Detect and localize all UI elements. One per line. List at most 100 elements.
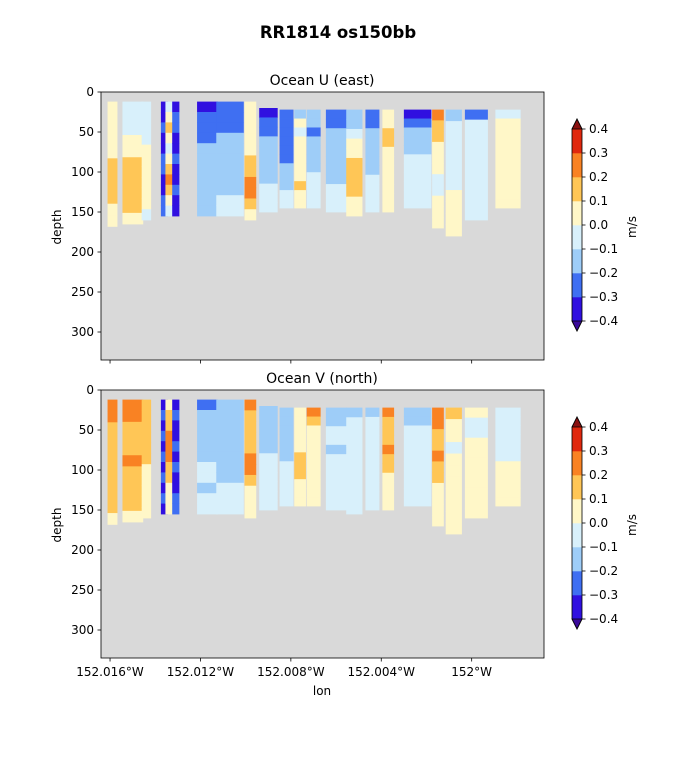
- y-tick-label: 0: [86, 383, 94, 397]
- data-cell: [365, 435, 380, 446]
- data-cell: [244, 496, 257, 508]
- data-cell: [445, 109, 462, 122]
- data-cell: [432, 493, 444, 505]
- data-cell: [279, 470, 294, 480]
- data-cell: [325, 482, 347, 492]
- data-cell: [325, 500, 347, 511]
- data-cell: [165, 101, 173, 113]
- data-cell: [107, 192, 118, 205]
- data-cell: [279, 127, 294, 137]
- data-cell: [259, 434, 278, 445]
- y-tick-label: 300: [71, 623, 94, 637]
- data-cell: [306, 199, 321, 209]
- data-cell: [346, 148, 363, 159]
- data-cell: [107, 410, 118, 423]
- y-tick-label: 100: [71, 165, 94, 179]
- data-cell: [216, 472, 244, 484]
- data-cell: [365, 482, 380, 492]
- data-cell: [107, 513, 118, 525]
- data-cell: [495, 416, 521, 426]
- data-cell: [382, 435, 395, 446]
- data-cell: [346, 436, 363, 447]
- data-cell: [294, 479, 306, 489]
- data-cell: [495, 452, 521, 462]
- data-cell: [382, 184, 395, 194]
- data-cell: [346, 504, 363, 515]
- data-cell: [464, 467, 488, 479]
- data-cell: [325, 472, 347, 483]
- colorbar-tick-label: −0.3: [589, 588, 618, 602]
- data-cell: [365, 472, 380, 483]
- data-cell: [259, 491, 278, 501]
- data-cell: [172, 205, 180, 217]
- data-cell: [382, 454, 395, 464]
- y-tick-label: 0: [86, 85, 94, 99]
- data-cell: [172, 122, 180, 134]
- data-cell: [294, 190, 306, 200]
- data-cell: [279, 452, 294, 462]
- data-cell: [382, 444, 395, 455]
- data-cell: [122, 432, 144, 445]
- data-cell: [141, 187, 152, 199]
- data-cell: [216, 205, 244, 217]
- data-cell: [216, 122, 244, 134]
- data-cell: [346, 426, 363, 438]
- data-cell: [346, 455, 363, 467]
- colorbar-extend-min: [571, 618, 583, 630]
- data-cell: [197, 472, 218, 484]
- colorbar-tick-label: −0.2: [589, 266, 618, 280]
- colorbar-tick-label: −0.4: [589, 612, 618, 626]
- data-cell: [403, 497, 432, 507]
- data-cell: [464, 457, 488, 469]
- data-cell: [141, 101, 152, 113]
- data-cell: [107, 124, 118, 137]
- data-cell: [325, 491, 347, 502]
- data-cell: [403, 181, 432, 191]
- data-cell: [445, 178, 462, 191]
- data-cell: [172, 493, 180, 504]
- data-cell: [244, 176, 257, 189]
- data-cell: [403, 470, 432, 480]
- data-cell: [259, 462, 278, 473]
- data-cell: [294, 488, 306, 498]
- data-cell: [244, 101, 257, 113]
- data-cell: [259, 193, 278, 203]
- data-cell: [464, 199, 488, 211]
- data-cell: [325, 435, 347, 446]
- data-cell: [365, 118, 380, 129]
- colorbar-tick-label: 0.4: [589, 122, 608, 136]
- data-cell: [160, 420, 169, 432]
- data-cell: [365, 426, 380, 436]
- colorbar-tick-label: −0.3: [589, 290, 618, 304]
- data-cell: [197, 122, 218, 134]
- data-cell: [382, 137, 395, 148]
- data-cell: [107, 479, 118, 491]
- data-cell: [172, 399, 180, 411]
- data-cell: [432, 472, 444, 484]
- data-cell: [495, 479, 521, 489]
- data-cell: [432, 450, 444, 462]
- data-cell: [445, 488, 462, 500]
- data-cell: [445, 430, 462, 443]
- data-cell: [172, 472, 180, 484]
- data-cell: [279, 118, 294, 128]
- data-cell: [365, 146, 380, 157]
- colorbar-segment: [572, 297, 582, 322]
- data-cell: [495, 172, 521, 182]
- data-cell: [165, 174, 173, 186]
- data-cell: [445, 442, 462, 454]
- data-cell: [259, 481, 278, 492]
- data-cell: [244, 507, 257, 519]
- data-cell: [382, 146, 395, 157]
- data-cell: [165, 205, 173, 217]
- data-cell: [382, 482, 395, 492]
- data-cell: [294, 416, 306, 426]
- data-cell: [141, 464, 152, 476]
- data-cell: [197, 503, 218, 515]
- data-cell: [403, 145, 432, 155]
- data-cell: [403, 127, 432, 137]
- data-cell: [141, 410, 152, 422]
- data-cell: [382, 407, 395, 418]
- data-cell: [306, 109, 321, 119]
- data-cell: [403, 109, 432, 119]
